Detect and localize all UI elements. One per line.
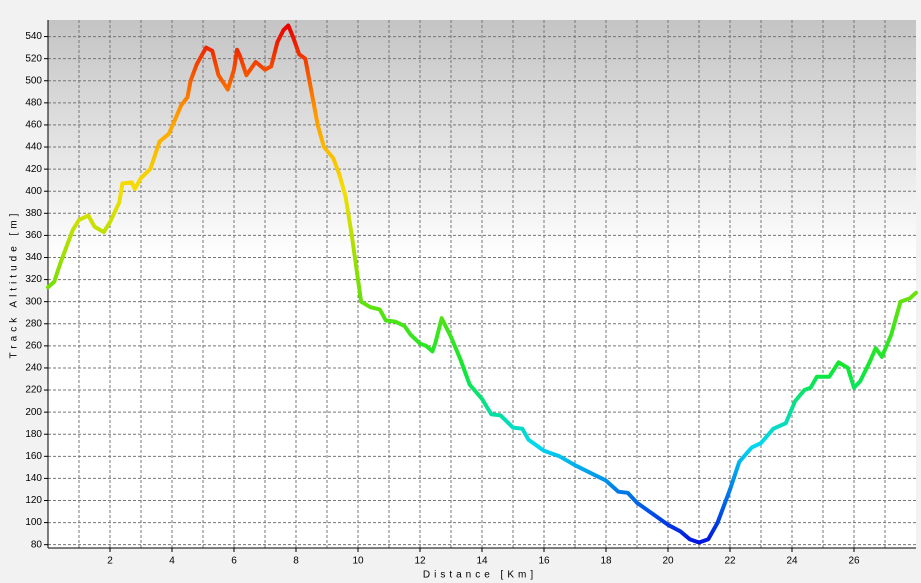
y-tick-label: 180 [25,429,42,440]
altitude-line [46,23,918,545]
y-tick-label: 540 [25,31,42,42]
y-tick-label: 360 [25,230,42,241]
y-tick-label: 100 [25,517,42,528]
y-tick-label: 420 [25,164,42,175]
x-tick-label: 8 [293,556,299,567]
x-tick-label: 2 [107,556,113,567]
plot-area [48,20,916,548]
x-tick-label: 22 [724,556,736,567]
x-tick-label: 18 [600,556,612,567]
y-tick-label: 160 [25,451,42,462]
y-tick-label: 140 [25,473,42,484]
y-tick-label: 80 [31,539,43,550]
y-axis-title: Track Altitude [m] [9,210,20,359]
y-tick-label: 200 [25,407,42,418]
x-tick-label: 12 [414,556,426,567]
y-tick-label: 240 [25,363,42,374]
x-tick-label: 10 [352,556,364,567]
y-tick-label: 300 [25,296,42,307]
y-tick-label: 480 [25,97,42,108]
x-tick-label: 6 [231,556,237,567]
y-tick-label: 120 [25,495,42,506]
x-tick-label: 20 [662,556,674,567]
y-tick-label: 320 [25,274,42,285]
y-tick-label: 520 [25,53,42,64]
y-tick-label: 220 [25,385,42,396]
x-tick-label: 4 [169,556,175,567]
y-tick-label: 460 [25,120,42,131]
x-tick-label: 26 [848,556,860,567]
y-tick-label: 280 [25,318,42,329]
y-tick-label: 400 [25,186,42,197]
y-tick-label: 380 [25,208,42,219]
x-tick-label: 16 [538,556,550,567]
y-tick-label: 340 [25,252,42,263]
y-tick-label: 260 [25,340,42,351]
y-tick-label: 440 [25,142,42,153]
x-axis-title: Distance [Km] [423,570,537,581]
y-tick-label: 500 [25,75,42,86]
x-tick-label: 14 [476,556,488,567]
x-tick-label: 24 [786,556,798,567]
